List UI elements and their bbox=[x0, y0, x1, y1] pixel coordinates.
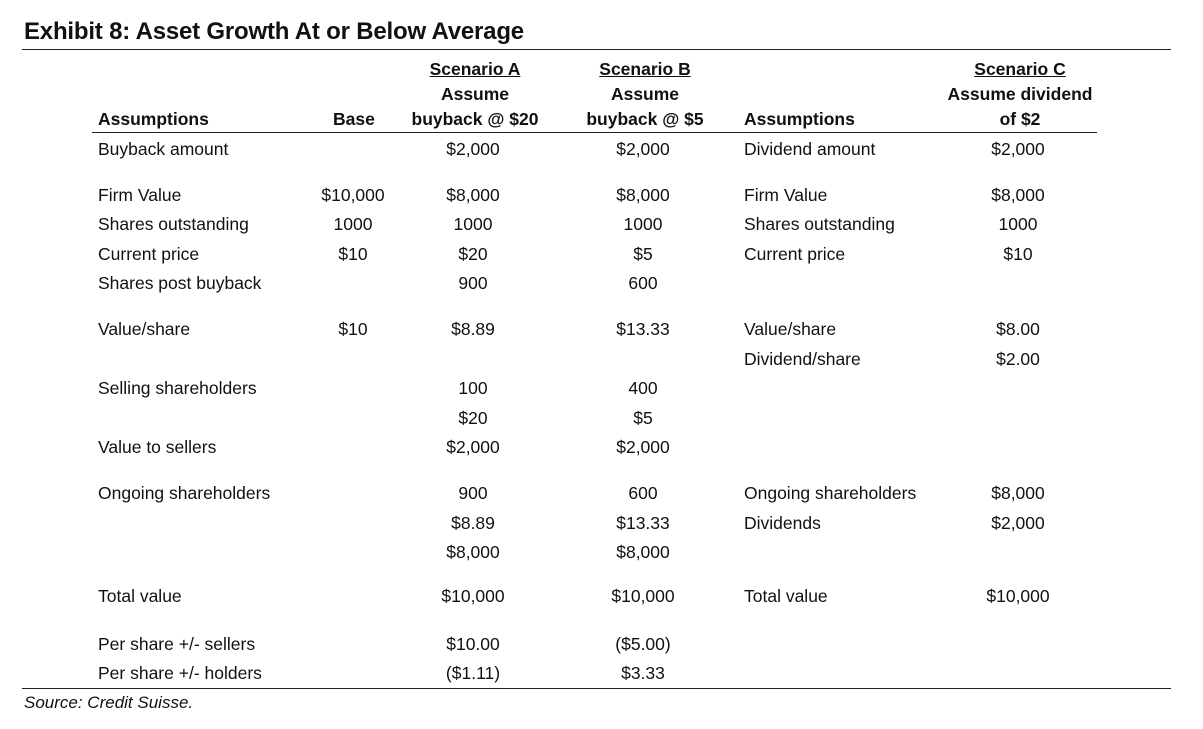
table-row: Per share +/- sellers $10.00 ($5.00) bbox=[0, 633, 1203, 655]
row-scenario-a: 900 bbox=[458, 273, 488, 293]
table-row: $8,000 $8,000 bbox=[0, 541, 1203, 563]
row-scenario-b: $13.33 bbox=[616, 319, 670, 339]
row-scenario-a: $10.00 bbox=[446, 634, 500, 654]
row-scenario-c: $8,000 bbox=[991, 185, 1045, 205]
row-label: Current price bbox=[98, 244, 200, 264]
row-scenario-b: 1000 bbox=[623, 214, 663, 234]
header-rule bbox=[92, 132, 1097, 133]
row-scenario-c: $2,000 bbox=[991, 513, 1045, 533]
row-scenario-a: $20 bbox=[458, 408, 488, 428]
table-row: Ongoing shareholders 900 600 Ongoing sha… bbox=[0, 482, 1203, 504]
header-assumptions-right: Assumptions bbox=[744, 109, 855, 129]
table-row: Selling shareholders 100 400 bbox=[0, 377, 1203, 399]
table-row: Value to sellers $2,000 $2,000 bbox=[0, 436, 1203, 458]
row-scenario-b: $3.33 bbox=[621, 663, 665, 683]
row-label: Selling shareholders bbox=[98, 378, 257, 398]
row-scenario-c: $10,000 bbox=[986, 586, 1050, 606]
header-scenario-c-title: Scenario C bbox=[974, 59, 1066, 79]
row-scenario-b: $5 bbox=[633, 408, 653, 428]
row-scenario-b: $13.33 bbox=[616, 513, 670, 533]
row-scenario-c: $10 bbox=[1003, 244, 1033, 264]
table-row: Shares outstanding 1000 1000 1000 Shares… bbox=[0, 213, 1203, 235]
table-row: $20 $5 bbox=[0, 407, 1203, 429]
row-scenario-b: $8,000 bbox=[616, 542, 670, 562]
row-label: Total value bbox=[98, 586, 182, 606]
row-scenario-a: $10,000 bbox=[441, 586, 505, 606]
title-rule bbox=[22, 49, 1171, 50]
exhibit-title: Exhibit 8: Asset Growth At or Below Aver… bbox=[24, 18, 524, 45]
row-c-label: Dividends bbox=[744, 513, 821, 533]
row-scenario-c: $2.00 bbox=[996, 349, 1040, 369]
header-scenario-a-line2: Assume bbox=[440, 84, 510, 104]
row-scenario-b: $5 bbox=[633, 244, 653, 264]
table-row: Total value $10,000 $10,000 Total value … bbox=[0, 585, 1203, 607]
row-scenario-a: $20 bbox=[458, 244, 488, 264]
table-row: Current price $10 $20 $5 Current price $… bbox=[0, 243, 1203, 265]
row-scenario-b: $8,000 bbox=[616, 185, 670, 205]
row-label: Shares post buyback bbox=[98, 273, 262, 293]
row-scenario-a: $2,000 bbox=[446, 437, 500, 457]
row-c-label: Shares outstanding bbox=[744, 214, 895, 234]
header-scenario-a-title: Scenario A bbox=[429, 59, 521, 79]
row-label: Value/share bbox=[98, 319, 191, 339]
table-row: Dividend/share $2.00 bbox=[0, 348, 1203, 370]
row-scenario-c: $8,000 bbox=[991, 483, 1045, 503]
row-scenario-a: $8.89 bbox=[451, 513, 495, 533]
row-scenario-b: 600 bbox=[628, 273, 658, 293]
row-c-label: Ongoing shareholders bbox=[744, 483, 917, 503]
row-c-label: Firm Value bbox=[744, 185, 828, 205]
header-scenario-a-line3: buyback @ $20 bbox=[411, 109, 539, 129]
row-scenario-b: 600 bbox=[628, 483, 658, 503]
table-row: Shares post buyback 900 600 bbox=[0, 272, 1203, 294]
row-c-label: Dividend amount bbox=[744, 139, 876, 159]
row-scenario-b: ($5.00) bbox=[615, 634, 671, 654]
row-scenario-a: $8,000 bbox=[446, 185, 500, 205]
row-scenario-b: $2,000 bbox=[616, 437, 670, 457]
row-scenario-b: $10,000 bbox=[611, 586, 675, 606]
table-row: Per share +/- holders ($1.11) $3.33 bbox=[0, 662, 1203, 684]
row-c-label: Current price bbox=[744, 244, 846, 264]
row-label: Value to sellers bbox=[98, 437, 217, 457]
row-scenario-b: 400 bbox=[628, 378, 658, 398]
table-row: Buyback amount $2,000 $2,000 Dividend am… bbox=[0, 138, 1203, 160]
source-note: Source: Credit Suisse. bbox=[24, 693, 194, 712]
footer-rule bbox=[22, 688, 1171, 689]
row-label: Buyback amount bbox=[98, 139, 229, 159]
row-scenario-a: 1000 bbox=[453, 214, 493, 234]
row-label: Per share +/- sellers bbox=[98, 634, 256, 654]
row-scenario-a: ($1.11) bbox=[445, 663, 501, 683]
header-scenario-b-title: Scenario B bbox=[599, 59, 691, 79]
row-label: Per share +/- holders bbox=[98, 663, 262, 683]
row-scenario-b: $2,000 bbox=[616, 139, 670, 159]
row-scenario-a: 100 bbox=[458, 378, 488, 398]
header-assumptions-left: Assumptions bbox=[98, 109, 209, 129]
row-scenario-a: $2,000 bbox=[446, 139, 500, 159]
row-c-label: Total value bbox=[744, 586, 828, 606]
row-base: $10,000 bbox=[321, 185, 385, 205]
row-scenario-a: 900 bbox=[458, 483, 488, 503]
table-row: Firm Value $10,000 $8,000 $8,000 Firm Va… bbox=[0, 184, 1203, 206]
row-scenario-a: $8.89 bbox=[451, 319, 495, 339]
row-c-label: Dividend/share bbox=[744, 349, 861, 369]
row-label: Shares outstanding bbox=[98, 214, 249, 234]
header-scenario-c-line3: of $2 bbox=[999, 109, 1041, 129]
row-scenario-c: $2,000 bbox=[991, 139, 1045, 159]
header-scenario-b-line2: Assume bbox=[610, 84, 680, 104]
row-label: Ongoing shareholders bbox=[98, 483, 271, 503]
row-scenario-c: 1000 bbox=[998, 214, 1038, 234]
row-scenario-a: $8,000 bbox=[446, 542, 500, 562]
header-scenario-b-line3: buyback @ $5 bbox=[586, 109, 704, 129]
row-label: Firm Value bbox=[98, 185, 182, 205]
table-row: $8.89 $13.33 Dividends $2,000 bbox=[0, 512, 1203, 534]
row-scenario-c: $8.00 bbox=[996, 319, 1040, 339]
header-scenario-c-line2: Assume dividend bbox=[947, 84, 1093, 104]
row-base: 1000 bbox=[333, 214, 373, 234]
header-base: Base bbox=[333, 109, 375, 129]
table-row: Value/share $10 $8.89 $13.33 Value/share… bbox=[0, 318, 1203, 340]
row-base: $10 bbox=[338, 319, 368, 339]
row-base: $10 bbox=[338, 244, 368, 264]
row-c-label: Value/share bbox=[744, 319, 837, 339]
